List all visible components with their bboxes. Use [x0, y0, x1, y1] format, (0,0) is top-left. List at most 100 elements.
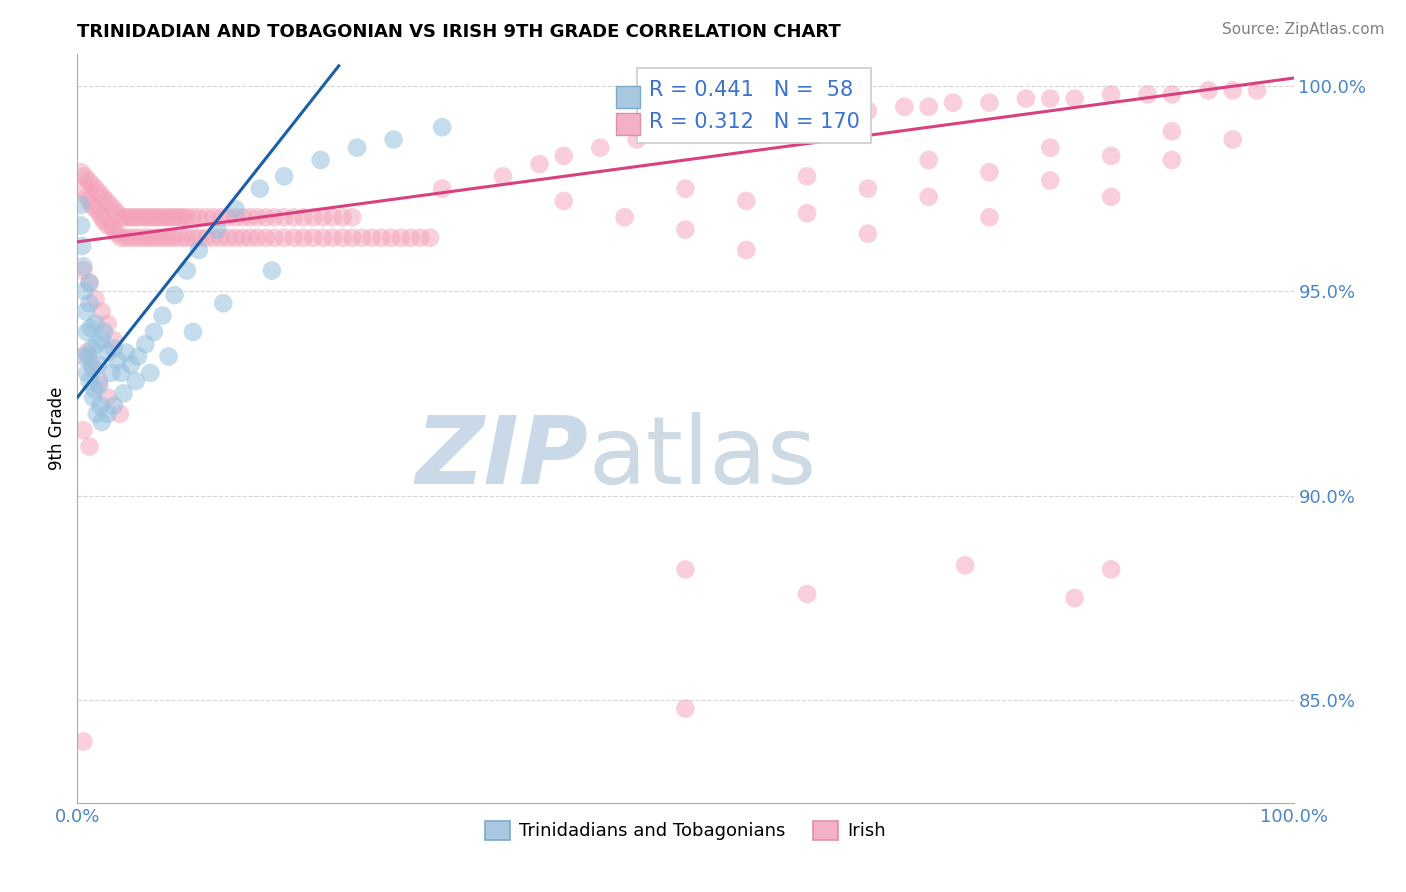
Point	[312, 231, 335, 245]
Point	[79, 194, 101, 208]
Y-axis label: 9th Grade: 9th Grade	[48, 386, 66, 470]
Point	[142, 211, 165, 225]
Text: TRINIDADIAN AND TOBAGONIAN VS IRISH 9TH GRADE CORRELATION CHART: TRINIDADIAN AND TOBAGONIAN VS IRISH 9TH …	[77, 23, 841, 41]
Point	[125, 231, 148, 245]
Point	[163, 231, 186, 245]
Point	[322, 231, 344, 245]
Point	[273, 211, 295, 225]
Point	[283, 211, 305, 225]
Point	[340, 211, 363, 225]
Point	[1161, 124, 1184, 138]
Text: Source: ZipAtlas.com: Source: ZipAtlas.com	[1222, 22, 1385, 37]
Point	[195, 231, 218, 245]
Point	[735, 243, 758, 257]
Point	[217, 231, 239, 245]
Point	[90, 211, 112, 225]
Point	[224, 202, 246, 216]
Point	[176, 263, 198, 277]
Point	[139, 231, 162, 245]
Point	[1161, 87, 1184, 102]
Point	[77, 350, 100, 364]
Point	[675, 124, 697, 138]
Point	[389, 231, 412, 245]
Point	[430, 120, 453, 135]
Point	[246, 211, 269, 225]
Point	[302, 231, 325, 245]
FancyBboxPatch shape	[616, 112, 640, 136]
Point	[953, 558, 976, 573]
Point	[76, 190, 98, 204]
Point	[224, 211, 246, 225]
Point	[159, 231, 181, 245]
Point	[856, 103, 879, 118]
Point	[70, 239, 93, 253]
Point	[79, 440, 101, 454]
Point	[70, 165, 93, 179]
Point	[430, 181, 453, 195]
Point	[675, 562, 697, 576]
Point	[72, 263, 94, 277]
Point	[332, 231, 354, 245]
Point	[112, 386, 135, 401]
Point	[205, 222, 228, 236]
Point	[589, 141, 612, 155]
Point	[1197, 83, 1219, 97]
Point	[89, 186, 111, 200]
Point	[419, 231, 441, 245]
Point	[149, 231, 172, 245]
Point	[283, 231, 305, 245]
Point	[93, 214, 115, 228]
Point	[79, 276, 101, 290]
Point	[80, 358, 103, 372]
Point	[340, 231, 363, 245]
Point	[1222, 83, 1244, 97]
Point	[699, 120, 721, 135]
Point	[80, 178, 103, 192]
Point	[169, 211, 191, 225]
Point	[91, 190, 114, 204]
Point	[103, 222, 125, 236]
Point	[143, 231, 166, 245]
Point	[134, 337, 156, 351]
Text: atlas: atlas	[588, 412, 817, 504]
Point	[89, 206, 111, 220]
Point	[309, 153, 332, 167]
Point	[107, 227, 129, 241]
Point	[172, 211, 194, 225]
Point	[195, 211, 218, 225]
Point	[117, 211, 139, 225]
Point	[176, 231, 198, 245]
Point	[1039, 91, 1062, 105]
Point	[918, 153, 941, 167]
Point	[942, 95, 965, 110]
Point	[249, 181, 271, 195]
Point	[370, 231, 392, 245]
Point	[98, 198, 121, 212]
Point	[72, 260, 94, 274]
Point	[322, 211, 344, 225]
Point	[89, 378, 111, 392]
Point	[675, 181, 697, 195]
Point	[735, 194, 758, 208]
Point	[492, 169, 515, 184]
Point	[72, 734, 94, 748]
Point	[110, 366, 132, 380]
Point	[302, 211, 325, 225]
Point	[79, 296, 101, 310]
Point	[129, 231, 152, 245]
Point	[89, 399, 111, 413]
Point	[125, 211, 148, 225]
Point	[160, 211, 183, 225]
Point	[73, 169, 96, 184]
Point	[163, 288, 186, 302]
Point	[292, 231, 315, 245]
Point	[181, 231, 204, 245]
Point	[76, 325, 98, 339]
Point	[93, 325, 115, 339]
Point	[796, 108, 818, 122]
Point	[79, 276, 101, 290]
Point	[675, 222, 697, 236]
Point	[75, 304, 97, 318]
Point	[84, 317, 107, 331]
Point	[97, 317, 120, 331]
